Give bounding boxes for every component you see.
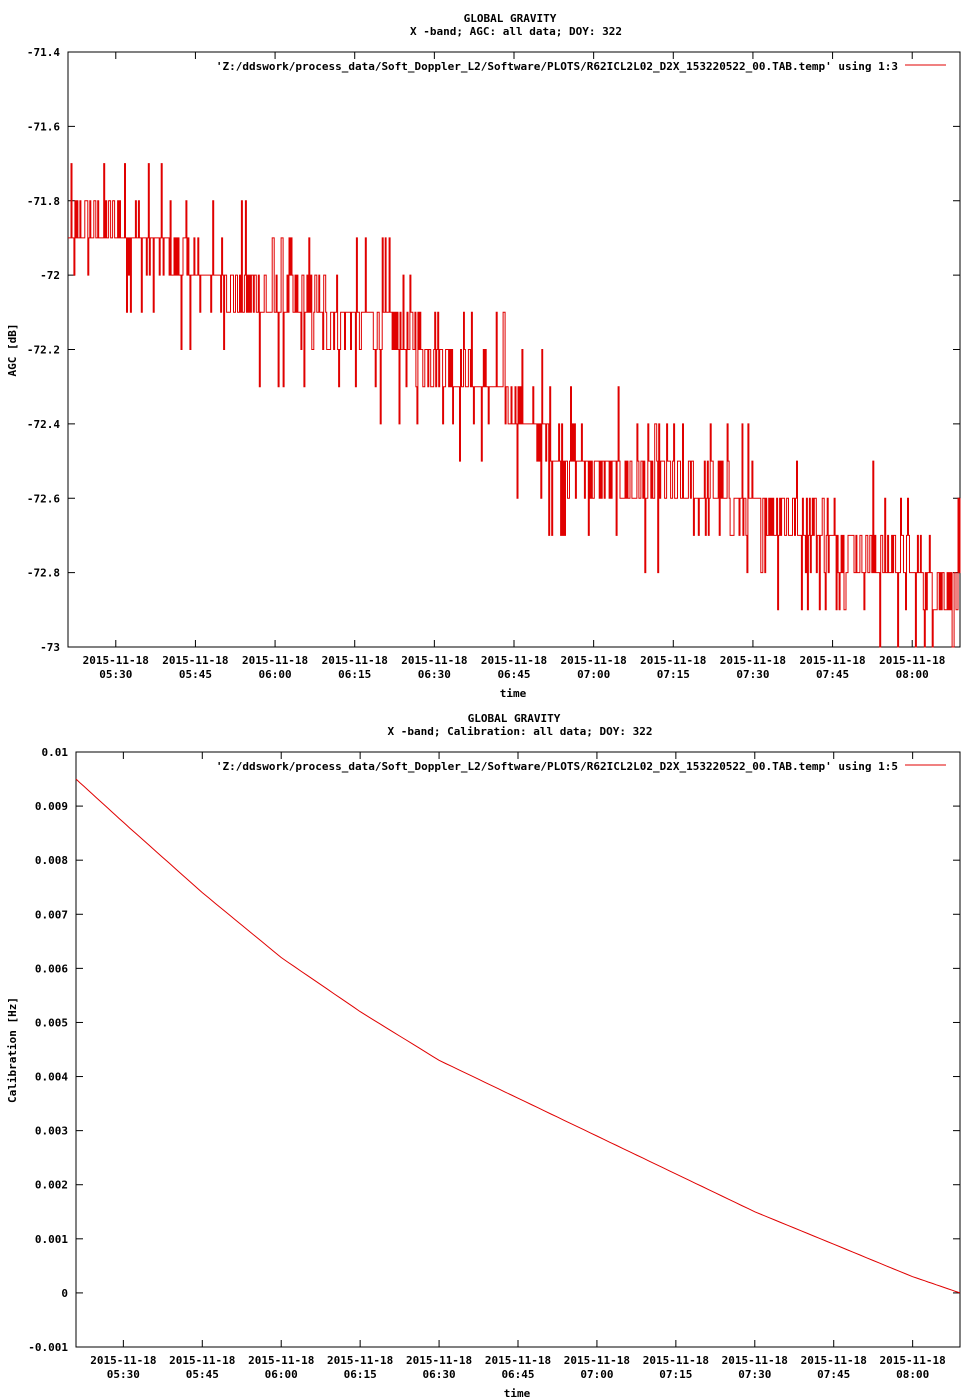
cal-y-tick-label: 0.004 [35, 1071, 68, 1084]
agc-legend-label: 'Z:/ddswork/process_data/Soft_Doppler_L2… [216, 60, 898, 73]
agc-x-tick-time: 06:00 [259, 668, 292, 681]
cal-x-tick-time: 06:15 [344, 1368, 377, 1381]
agc-y-tick-label: -72 [40, 269, 60, 282]
cal-y-tick-label: 0.009 [35, 800, 68, 813]
agc-x-tick-date: 2015-11-18 [83, 654, 149, 667]
agc-x-tick-time: 07:30 [736, 668, 769, 681]
cal-x-tick-time: 07:30 [738, 1368, 771, 1381]
calibration-series-line [75, 778, 961, 1294]
calibration-chart-title: GLOBAL GRAVITY [468, 712, 561, 725]
agc-chart-subtitle: X -band; AGC: all data; DOY: 322 [410, 25, 622, 38]
calibration-chart-svg: GLOBAL GRAVITY X -band; Calibration: all… [6, 712, 961, 1400]
cal-x-tick-time: 05:30 [107, 1368, 140, 1381]
agc-y-tick-label: -72.6 [27, 492, 60, 505]
cal-x-tick-date: 2015-11-18 [801, 1354, 867, 1367]
cal-y-tick-label: 0.003 [35, 1125, 68, 1138]
cal-x-tick-date: 2015-11-18 [327, 1354, 393, 1367]
cal-x-tick-time: 08:00 [896, 1368, 929, 1381]
calibration-y-axis-label: Calibration [Hz] [6, 997, 19, 1103]
cal-x-tick-date: 2015-11-18 [90, 1354, 156, 1367]
agc-x-tick-date: 2015-11-18 [879, 654, 945, 667]
agc-x-tick-time: 05:30 [99, 668, 132, 681]
cal-y-tick-label: 0.001 [35, 1233, 68, 1246]
cal-x-tick-time: 06:45 [501, 1368, 534, 1381]
agc-x-tick-time: 06:15 [338, 668, 371, 681]
cal-x-tick-date: 2015-11-18 [248, 1354, 314, 1367]
cal-x-tick-date: 2015-11-18 [722, 1354, 788, 1367]
cal-x-tick-time: 07:15 [659, 1368, 692, 1381]
agc-y-tick-label: -72.8 [27, 567, 60, 580]
cal-y-tick-label: 0.007 [35, 908, 68, 921]
agc-y-tick-label: -71.4 [27, 46, 60, 59]
cal-x-tick-date: 2015-11-18 [880, 1354, 946, 1367]
agc-y-tick-label: -73 [40, 641, 60, 654]
agc-y-tick-label: -72.2 [27, 344, 60, 357]
cal-x-tick-time: 07:45 [817, 1368, 850, 1381]
agc-x-tick-date: 2015-11-18 [720, 654, 786, 667]
agc-x-tick-time: 07:45 [816, 668, 849, 681]
agc-x-tick-date: 2015-11-18 [322, 654, 388, 667]
cal-x-tick-time: 07:00 [580, 1368, 613, 1381]
agc-x-tick-time: 06:45 [497, 668, 530, 681]
cal-y-tick-label: -0.001 [28, 1341, 68, 1354]
agc-x-tick-date: 2015-11-18 [401, 654, 467, 667]
agc-series-line [68, 163, 961, 648]
agc-x-tick-time: 07:00 [577, 668, 610, 681]
agc-y-tick-label: -71.8 [27, 195, 60, 208]
calibration-chart: GLOBAL GRAVITY X -band; Calibration: all… [0, 700, 980, 1400]
agc-chart-svg: GLOBAL GRAVITY X -band; AGC: all data; D… [6, 12, 961, 700]
agc-x-tick-date: 2015-11-18 [162, 654, 228, 667]
agc-y-axis-label: AGC [dB] [6, 324, 19, 377]
agc-x-tick-date: 2015-11-18 [481, 654, 547, 667]
cal-y-tick-label: 0.002 [35, 1179, 68, 1192]
cal-y-tick-label: 0.005 [35, 1016, 68, 1029]
agc-x-tick-time: 08:00 [896, 668, 929, 681]
agc-x-tick-time: 07:15 [657, 668, 690, 681]
cal-y-tick-label: 0.01 [42, 746, 69, 759]
cal-x-tick-date: 2015-11-18 [564, 1354, 630, 1367]
calibration-chart-subtitle: X -band; Calibration: all data; DOY: 322 [388, 725, 653, 738]
cal-x-tick-date: 2015-11-18 [406, 1354, 472, 1367]
calibration-x-axis-label: time [504, 1387, 531, 1400]
cal-x-tick-date: 2015-11-18 [169, 1354, 235, 1367]
agc-x-tick-time: 06:30 [418, 668, 451, 681]
agc-x-axis-label: time [500, 687, 527, 700]
agc-chart: GLOBAL GRAVITY X -band; AGC: all data; D… [6, 12, 961, 700]
agc-x-tick-date: 2015-11-18 [799, 654, 865, 667]
cal-x-tick-time: 06:30 [423, 1368, 456, 1381]
agc-x-tick-time: 05:45 [179, 668, 212, 681]
calibration-plot-frame [75, 751, 961, 1348]
cal-x-tick-date: 2015-11-18 [643, 1354, 709, 1367]
cal-y-tick-label: 0 [61, 1287, 68, 1300]
agc-x-tick-date: 2015-11-18 [561, 654, 627, 667]
agc-y-tick-label: -71.6 [27, 120, 60, 133]
agc-x-tick-date: 2015-11-18 [242, 654, 308, 667]
cal-y-tick-label: 0.006 [35, 962, 68, 975]
agc-chart-title: GLOBAL GRAVITY [464, 12, 557, 25]
cal-y-tick-label: 0.008 [35, 854, 68, 867]
cal-x-tick-time: 05:45 [186, 1368, 219, 1381]
cal-x-tick-time: 06:00 [265, 1368, 298, 1381]
agc-x-tick-date: 2015-11-18 [640, 654, 706, 667]
agc-y-tick-label: -72.4 [27, 418, 60, 431]
cal-x-tick-date: 2015-11-18 [485, 1354, 551, 1367]
calibration-legend-label: 'Z:/ddswork/process_data/Soft_Doppler_L2… [216, 760, 898, 773]
